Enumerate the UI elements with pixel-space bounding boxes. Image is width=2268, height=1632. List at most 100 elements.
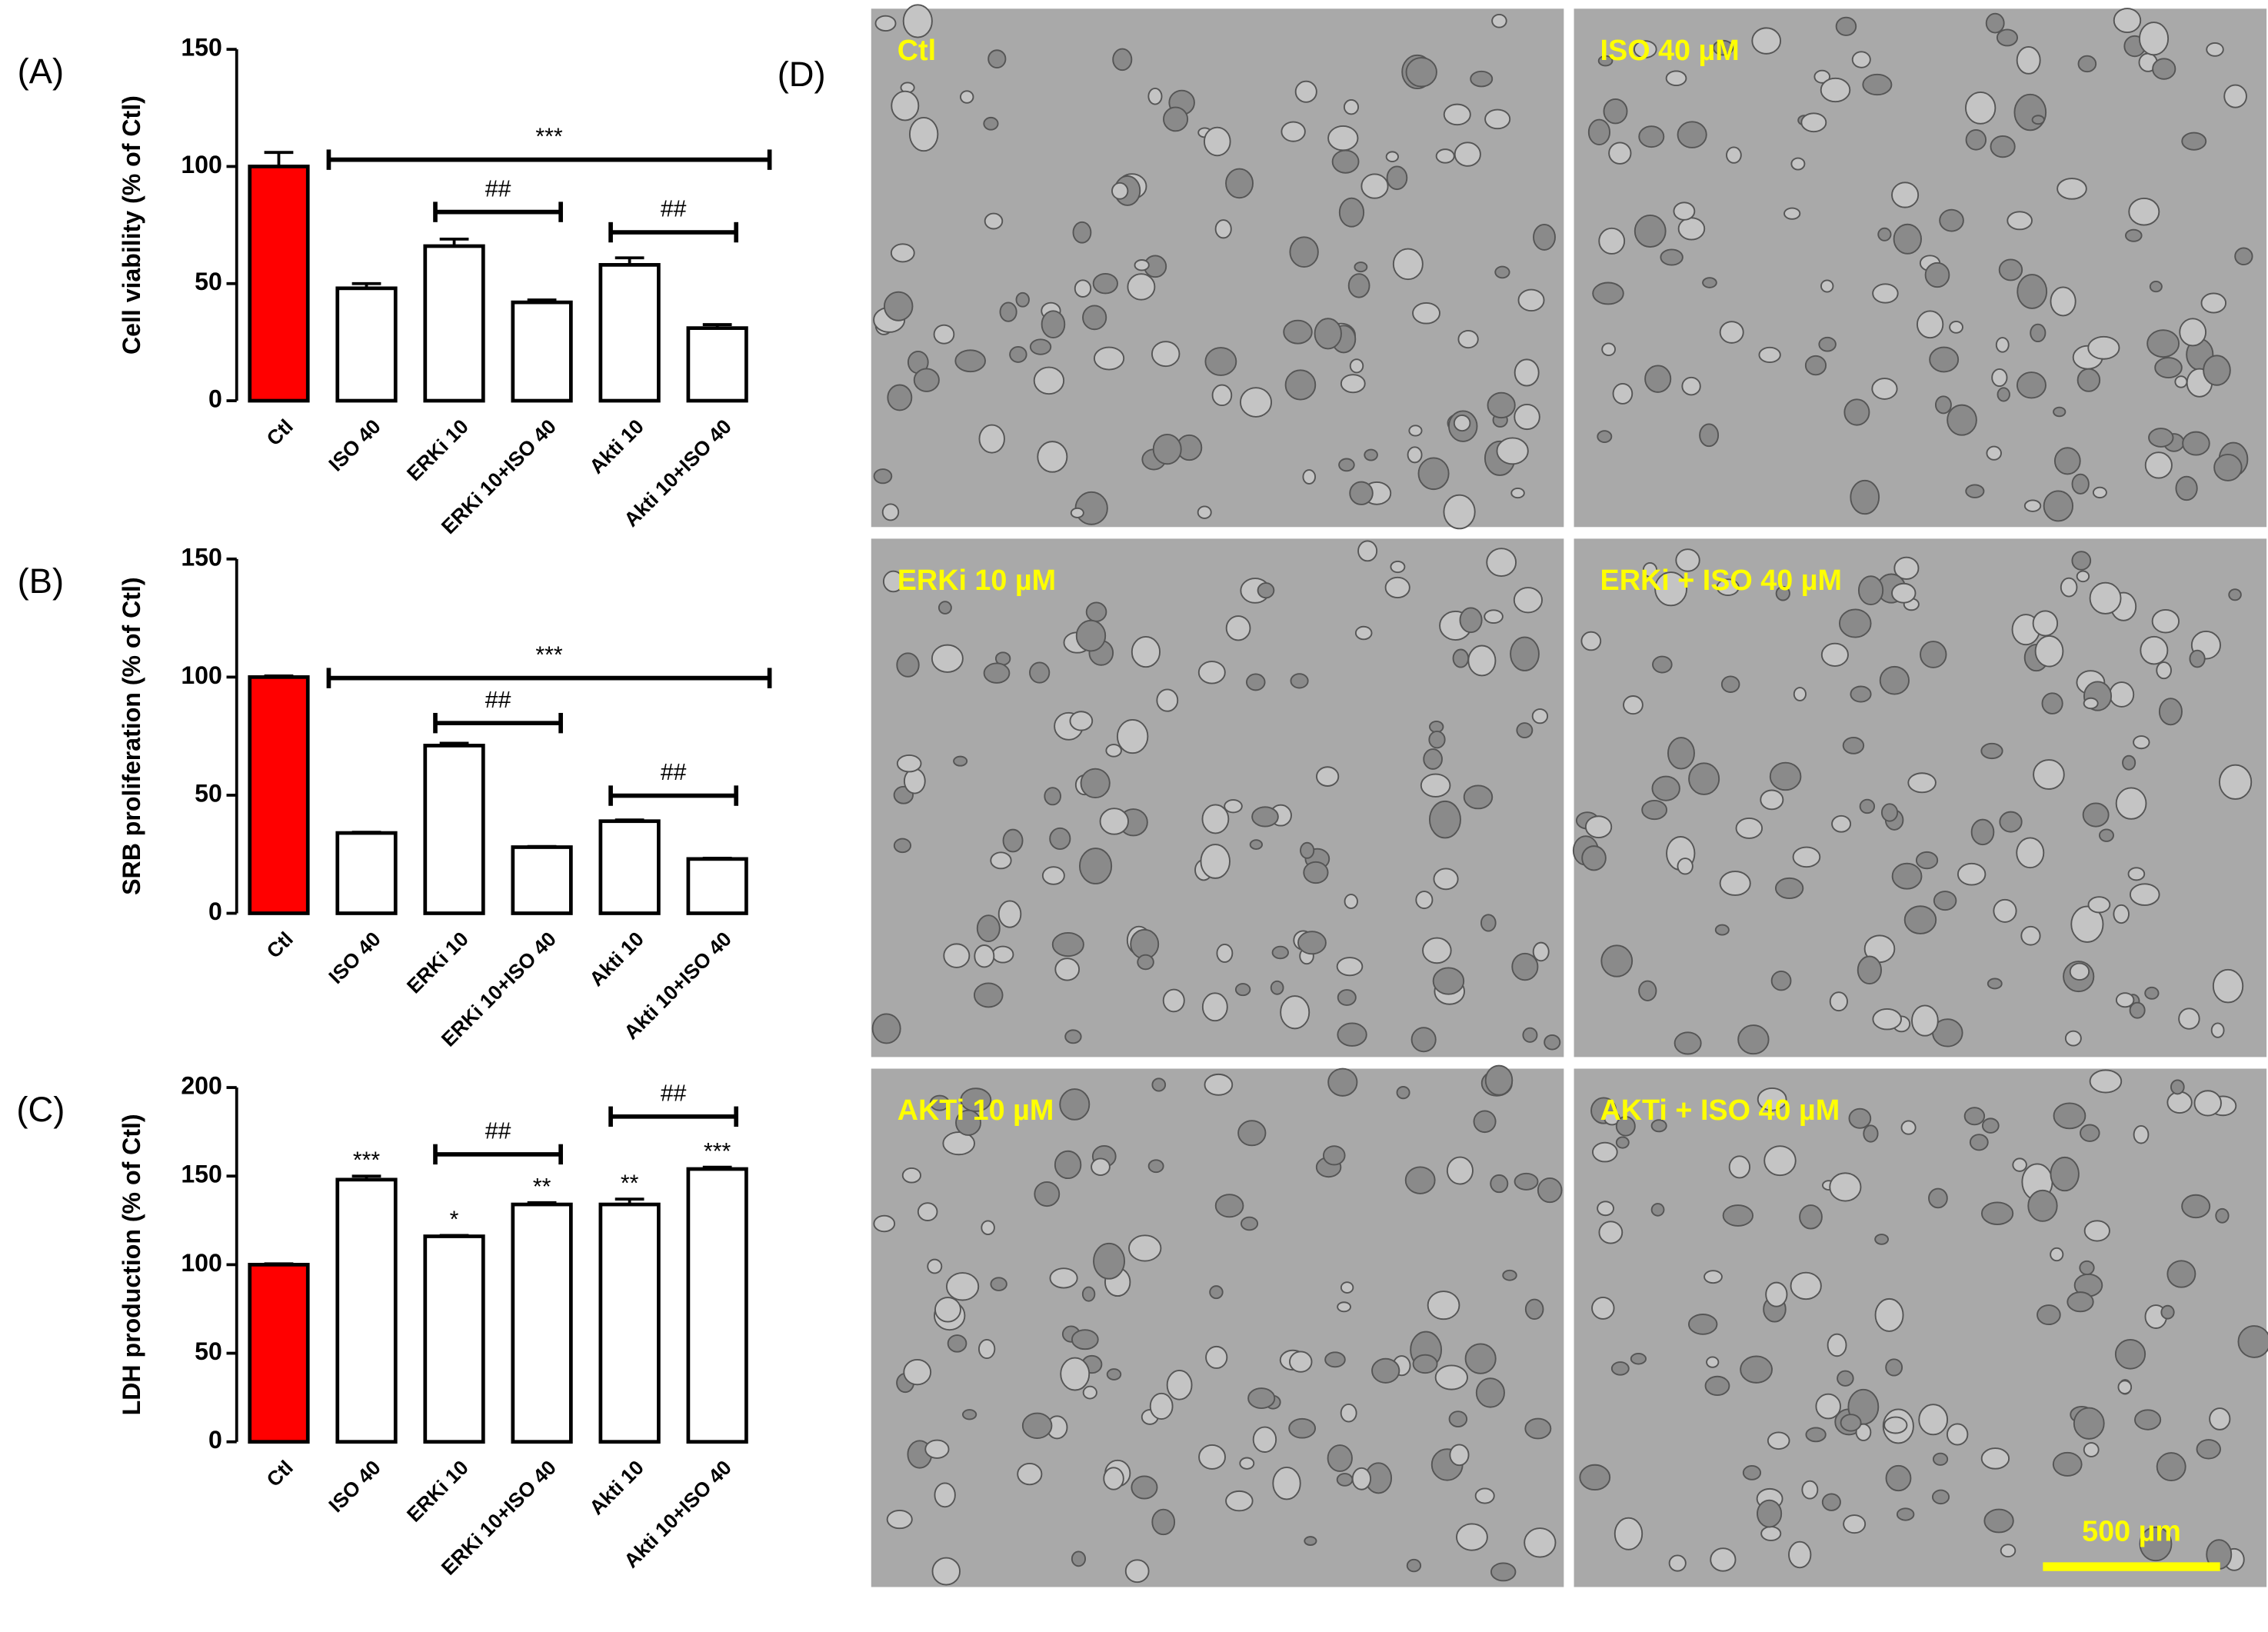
cell — [1537, 1177, 1563, 1204]
cell — [2013, 93, 2047, 132]
cell — [942, 1131, 975, 1156]
cell — [1071, 1550, 1087, 1567]
cell — [1051, 932, 1084, 958]
cell — [2215, 1207, 2230, 1224]
cell — [1851, 51, 1871, 68]
cell — [1490, 1174, 1509, 1194]
cell — [1783, 207, 1801, 220]
y-tick-label: 100 — [181, 151, 222, 178]
cell — [2073, 1407, 2105, 1440]
cell — [978, 424, 1005, 454]
cell — [2041, 692, 2063, 714]
cell — [1933, 891, 1957, 911]
cell — [1763, 1145, 1797, 1177]
cell — [1131, 636, 1161, 668]
cell — [1987, 978, 2003, 990]
cell — [1835, 16, 1857, 36]
x-tick-label: ISO 40 — [324, 928, 385, 988]
cell — [1034, 1181, 1061, 1207]
significance-label: ## — [485, 176, 511, 202]
cell — [2144, 986, 2160, 1000]
cell — [2200, 292, 2227, 314]
cell — [2122, 754, 2136, 771]
cell — [1673, 202, 1696, 221]
cell — [1340, 374, 1366, 394]
cell — [1900, 1120, 1917, 1135]
cell — [1677, 858, 1694, 875]
cell — [1681, 376, 1701, 396]
y-tick-label: 150 — [181, 543, 222, 571]
cell — [2158, 698, 2183, 726]
cell — [2156, 1452, 2186, 1482]
cell — [1484, 609, 1504, 624]
cell — [2034, 635, 2064, 668]
cell — [1331, 149, 1360, 174]
cell — [1336, 957, 1364, 977]
cell — [1524, 1417, 1552, 1440]
cell — [1757, 1087, 1787, 1111]
cell — [1720, 675, 1740, 693]
cell — [934, 1482, 956, 1508]
cell — [1463, 784, 1494, 810]
cell — [1448, 1411, 1468, 1427]
cell — [924, 1439, 950, 1459]
cell — [1986, 445, 2002, 461]
cell — [1517, 288, 1545, 312]
cell — [1354, 625, 1373, 641]
cell — [1407, 446, 1423, 464]
cell — [1883, 1416, 1908, 1434]
cell — [2212, 968, 2244, 1004]
cell — [1251, 806, 1279, 828]
cell — [2032, 610, 2059, 637]
cell — [882, 570, 904, 593]
cell — [1049, 1267, 1078, 1289]
significance-label: ## — [485, 1119, 511, 1144]
cell — [1760, 789, 1784, 811]
cell — [1855, 1423, 1872, 1441]
cell — [1428, 800, 1461, 839]
y-tick-label: 150 — [181, 34, 222, 62]
cell — [896, 652, 920, 678]
cell — [903, 768, 926, 794]
x-tick-label: Akti 10 — [584, 928, 648, 991]
cell — [1124, 1559, 1150, 1584]
cell — [2146, 329, 2180, 358]
cell — [1514, 404, 1540, 431]
cell — [2027, 1189, 2058, 1222]
cell — [1162, 988, 1185, 1013]
cell — [1820, 279, 1834, 293]
cell — [999, 301, 1017, 322]
image-label: ERKi + ISO 40 µM — [1600, 564, 1842, 596]
significance-label: ** — [621, 1171, 639, 1196]
cell — [1703, 1270, 1723, 1284]
cell — [1406, 1558, 1422, 1573]
cell — [881, 503, 900, 521]
cell — [1614, 1517, 1644, 1550]
cell — [1533, 223, 1556, 251]
cell — [1600, 944, 1634, 978]
cell — [890, 243, 915, 263]
bar — [598, 819, 661, 915]
cell — [1981, 1117, 2000, 1134]
cell — [1354, 261, 1368, 273]
cell — [1857, 575, 1884, 606]
cell — [1009, 345, 1027, 363]
x-tick-label: Ctl — [262, 1456, 298, 1491]
cell — [1225, 168, 1254, 199]
cell — [1842, 736, 1865, 754]
cell — [1151, 341, 1181, 368]
cell — [887, 384, 913, 411]
cell — [1843, 1514, 1867, 1534]
cell — [1874, 1297, 1904, 1332]
cell — [1592, 1141, 1618, 1163]
cell — [1742, 1464, 1762, 1480]
cell — [2099, 828, 2114, 842]
cell — [1029, 661, 1051, 684]
cell — [1879, 665, 1910, 695]
bar — [335, 1177, 398, 1444]
cell — [1225, 1490, 1254, 1512]
cell — [2151, 608, 2180, 634]
cell — [1821, 1493, 1841, 1511]
cell — [1993, 898, 2017, 923]
cell — [2077, 55, 2097, 73]
